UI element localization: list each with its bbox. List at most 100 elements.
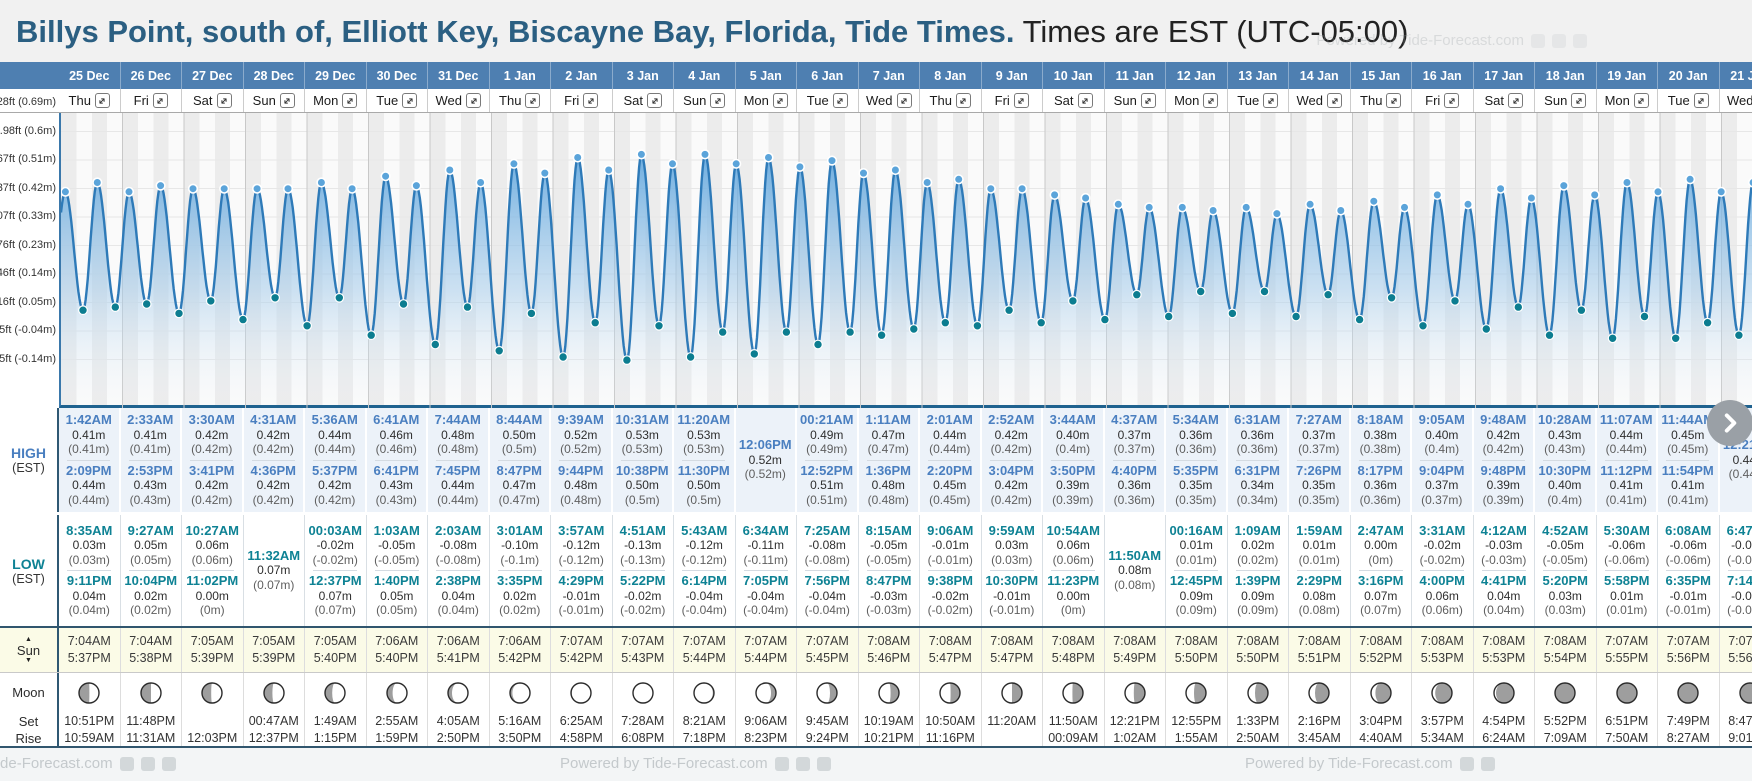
expand-day-icon[interactable] [525, 93, 541, 108]
date-cell: 11 Jan [1105, 62, 1166, 89]
tide-entry-separator [251, 459, 295, 461]
date-cell: 7 Jan [859, 62, 920, 89]
tide-time: 00:21AM [800, 412, 854, 427]
expand-day-icon[interactable] [152, 93, 168, 108]
moonset-cell [182, 712, 244, 730]
high-tide-cell: 1:42AM 0.41m (0.41m) 2:09PM 0.44m (0.44m) [59, 408, 121, 512]
y-axis-tick-label: 0.16ft (0.05m) [0, 295, 56, 308]
expand-day-icon[interactable] [1633, 93, 1649, 108]
sun-times-cell: 7:04AM 5:38PM [120, 628, 182, 672]
expand-day-icon[interactable] [1327, 93, 1342, 108]
tide-entry: 11:07AM 0.44m (0.44m) [1597, 411, 1657, 459]
expand-day-icon[interactable] [647, 93, 662, 108]
expand-day-icon[interactable] [896, 93, 912, 108]
tide-height: 0.45m [1671, 427, 1705, 442]
y-axis-tick-label: 1.07ft (0.33m) [0, 210, 56, 222]
expand-day-icon[interactable] [466, 93, 481, 108]
next-days-button[interactable] [1707, 400, 1752, 446]
tide-entry: 10:38PM 0.50m (0.5m) [613, 462, 673, 510]
moonset-cell: 4:05AM [428, 712, 490, 730]
tide-entry-separator [1420, 459, 1464, 461]
tide-entry: 7:27AM 0.37m (0.37m) [1289, 411, 1349, 459]
tide-entry: 8:47PM 0.47m (0.47m) [490, 462, 550, 510]
expand-day-icon[interactable] [1263, 93, 1279, 108]
expand-day-icon[interactable] [402, 93, 418, 108]
low-tide-cell: 3:31AM -0.02m (-0.02m) 4:00PM 0.06m (0.06… [1412, 515, 1474, 626]
moonset-cell: 7:49PM [1658, 712, 1720, 730]
tide-entry-separator [928, 570, 973, 571]
tide-entry: 00:16AM 0.01m (0.01m) [1166, 522, 1227, 570]
weekday-cell: Wed [859, 89, 920, 112]
expand-day-icon[interactable] [1508, 93, 1523, 108]
sun-times-cell: 7:07AM 5:44PM [674, 628, 736, 672]
expand-day-icon[interactable] [1140, 93, 1156, 108]
moonrise-time: 11:31AM [126, 731, 176, 745]
tide-time: 5:36AM [311, 412, 358, 427]
expand-day-icon[interactable] [772, 93, 788, 108]
tide-height-datum: (0.05m) [130, 552, 172, 567]
expand-day-icon[interactable] [1386, 93, 1402, 108]
expand-day-icon[interactable] [279, 93, 295, 108]
tide-height-datum: (0.48m) [560, 492, 602, 507]
expand-day-icon[interactable] [94, 93, 110, 108]
tide-height-datum: (0.44m) [1605, 442, 1647, 456]
date-cell: 15 Jan [1351, 62, 1412, 89]
expand-day-icon[interactable] [1203, 93, 1219, 108]
moonrise-time: 12:03PM [187, 731, 238, 745]
tide-height: -0.06m [1608, 538, 1646, 552]
tide-entry: 1:11AM 0.47m (0.47m) [859, 411, 919, 459]
tide-entry: 3:31AM -0.02m (-0.02m) [1412, 522, 1473, 570]
tide-time: 7:56PM [804, 573, 851, 588]
sunrise-time: 7:07AM [559, 634, 603, 648]
tide-height: 0.42m [1486, 427, 1520, 442]
tide-height-datum: (0.02m) [1237, 552, 1279, 567]
tide-height-datum: (0.53m) [683, 442, 725, 456]
tide-height: -0.11m [747, 538, 784, 552]
tide-entry-separator [928, 459, 972, 461]
moonrise-time: 3:45AM [1297, 731, 1341, 745]
sunset-time: 5:37PM [67, 651, 111, 665]
tide-height-datum: (0.52m) [560, 442, 602, 456]
watermark-app-icon [1459, 756, 1474, 771]
tide-height-datum: (0.03m) [68, 552, 110, 567]
sun-times-cell: 7:08AM 5:53PM [1412, 628, 1474, 672]
sunset-time: 5:54PM [1543, 651, 1587, 665]
expand-day-icon[interactable] [1444, 93, 1460, 108]
moonrise-cell: 9:01AM [1720, 730, 1752, 746]
tide-height: 0.37m [1302, 427, 1336, 442]
tide-entry: 5:35PM 0.35m (0.35m) [1166, 462, 1226, 510]
expand-day-icon[interactable] [1013, 93, 1029, 108]
tide-height-datum: (-0.08m) [804, 552, 850, 567]
expand-day-icon[interactable] [342, 93, 358, 108]
expand-day-icon[interactable] [1571, 93, 1587, 108]
expand-day-icon[interactable] [710, 93, 726, 108]
sunset-time: 5:47PM [928, 651, 972, 665]
weekday-label: Sun [1544, 93, 1568, 108]
moonrise-cell: 7:09AM [1535, 730, 1597, 746]
expand-day-icon[interactable] [583, 93, 599, 108]
moon-phase-cell [859, 673, 920, 712]
tide-height-datum: (0.42m) [191, 442, 233, 456]
moonrise-time: 1:59PM [375, 731, 419, 745]
tide-height: 0.08m [1118, 563, 1152, 578]
tide-height-datum: (0.41m) [1605, 492, 1647, 507]
tide-height-datum: (0.04m) [68, 603, 110, 617]
tide-time: 5:43AM [681, 522, 728, 538]
tide-height-datum: (0.42m) [252, 492, 294, 507]
tide-entry-separator [805, 570, 850, 571]
expand-day-icon[interactable] [1077, 93, 1093, 108]
expand-day-icon[interactable] [1693, 93, 1709, 108]
moonset-time: 3:04PM [1359, 714, 1403, 728]
watermark-text: Powered by Tide-Forecast.com [560, 755, 768, 772]
tide-height-datum: (0.09m) [1237, 603, 1279, 617]
tide-height: -0.04m [808, 588, 846, 603]
tide-height-datum: (0.42m) [314, 492, 356, 507]
sun-times-cell: 7:05AM 5:39PM [182, 628, 244, 672]
expand-day-icon[interactable] [832, 93, 848, 108]
weekday-label: Sat [1484, 93, 1504, 108]
tide-height: -0.04m [747, 588, 785, 603]
expand-day-icon[interactable] [955, 93, 971, 108]
expand-day-icon[interactable] [216, 93, 232, 108]
tide-entry: 5:43AM -0.12m (-0.12m) [674, 522, 735, 570]
tide-entry: 4:29PM -0.01m (-0.01m) [551, 572, 612, 620]
